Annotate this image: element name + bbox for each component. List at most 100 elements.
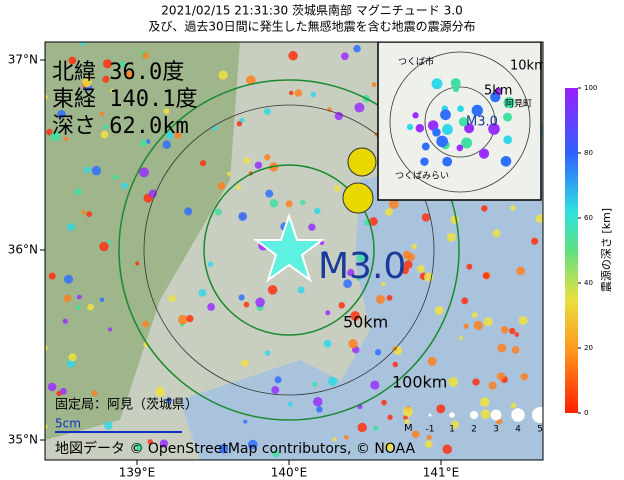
quake-dot [107,239,112,245]
quake-dot [314,207,321,215]
quake-dot [272,450,280,458]
quake-dot [142,320,150,328]
quake-dot [488,381,497,390]
quake-dot [48,272,56,280]
quake-dot [473,320,483,331]
quake-dot [68,56,77,65]
quake-dot [247,439,258,450]
quake-dot [442,444,452,455]
inset-dot [427,120,439,131]
inset-dot [406,123,414,131]
quake-dot [138,167,149,178]
quake-dot [47,382,57,392]
quake-dot [313,396,323,407]
quake-dot [384,442,394,451]
colorbar-tick-label: 40 [584,279,593,287]
quake-dot [159,439,169,448]
size-legend-label: 3 [493,425,499,435]
quake-dot [387,414,393,420]
quake-dot [243,157,251,164]
inset-dot [471,104,483,117]
quake-dot [45,345,48,351]
quake-dot [479,397,490,407]
inset-dot [495,87,503,96]
quake-dot [492,229,501,238]
map-frame [44,41,544,461]
quake-dot [198,289,207,297]
quake-dot [64,136,69,141]
quake-dot [482,272,490,279]
quake-dot [310,91,317,98]
quake-dot [375,294,386,304]
inset-dot [432,128,441,137]
colorbar-tick-label: 80 [584,149,593,157]
inset-dot [421,142,430,151]
quake-dot [163,108,170,115]
quake-dot [121,182,128,190]
quake-dot [516,266,525,276]
quake-dot [434,306,444,315]
quake-dot [227,171,232,176]
quake-dot [217,182,226,190]
quake-dot [424,440,433,448]
size-legend-dot [511,408,525,422]
inset-dot [458,117,469,127]
quake-dot [269,199,279,208]
inset-dot [500,155,512,167]
quake-dot [328,376,338,386]
quake-dot [207,261,214,267]
quake-dot [66,359,76,368]
quake-dot [218,443,229,454]
quake-dot [112,174,119,180]
quake-dot [404,418,410,425]
quake-dot [466,263,473,270]
quake-dot [343,279,352,288]
size-legend-dot [490,409,502,421]
quake-dot [243,419,248,424]
inset-dot [415,124,425,133]
ring-label: 50km [343,313,388,332]
quake-dot [243,301,250,308]
quake-dot [381,281,386,287]
quake-dot [297,286,305,294]
quake-dot [496,372,506,381]
x-tick-label: 141°E [423,466,460,480]
quake-dot [535,214,543,223]
quake-dot [104,421,113,430]
station: 固定局：阿見（茨城県） [55,398,198,413]
map: M3.0 50km 100km 北緯 36.0度 東経 140.1度 深さ 62… [45,42,543,460]
inset-ring [389,51,531,193]
quake-dot [354,102,365,113]
quake-dot [501,326,509,334]
quake-dot [99,111,104,116]
title: 2021/02/15 21:31:30 茨城県南部 マグニチュード 3.0 [161,3,462,18]
bay [180,360,340,460]
sea [300,140,543,460]
y-tick-label: 35°N [8,433,38,447]
quake-dot [334,185,341,192]
inset-dot [488,123,500,135]
quake-dot [64,274,74,284]
inset-dot [464,123,475,134]
quake-dot [264,154,271,161]
inset-dot [420,157,429,166]
quake-dot [218,70,228,80]
quake-dot [369,217,378,226]
quake-dot [348,338,358,349]
inset-ring-label: 5km [484,84,512,99]
quake-dot [50,131,61,142]
quake-dot [267,285,278,295]
colorbar-tick-label: 0 [584,409,588,417]
quake-dot [332,437,337,442]
ring-50km [203,164,375,336]
quake-dot [496,418,503,425]
quake-dot [236,184,242,190]
size-legend-dot [428,413,432,417]
quake-dot [450,420,459,429]
quake-dot [238,212,248,221]
quake-dot [147,439,153,445]
quake-dot [110,88,115,94]
quake-dot [401,266,409,275]
quake-dot [102,59,112,69]
